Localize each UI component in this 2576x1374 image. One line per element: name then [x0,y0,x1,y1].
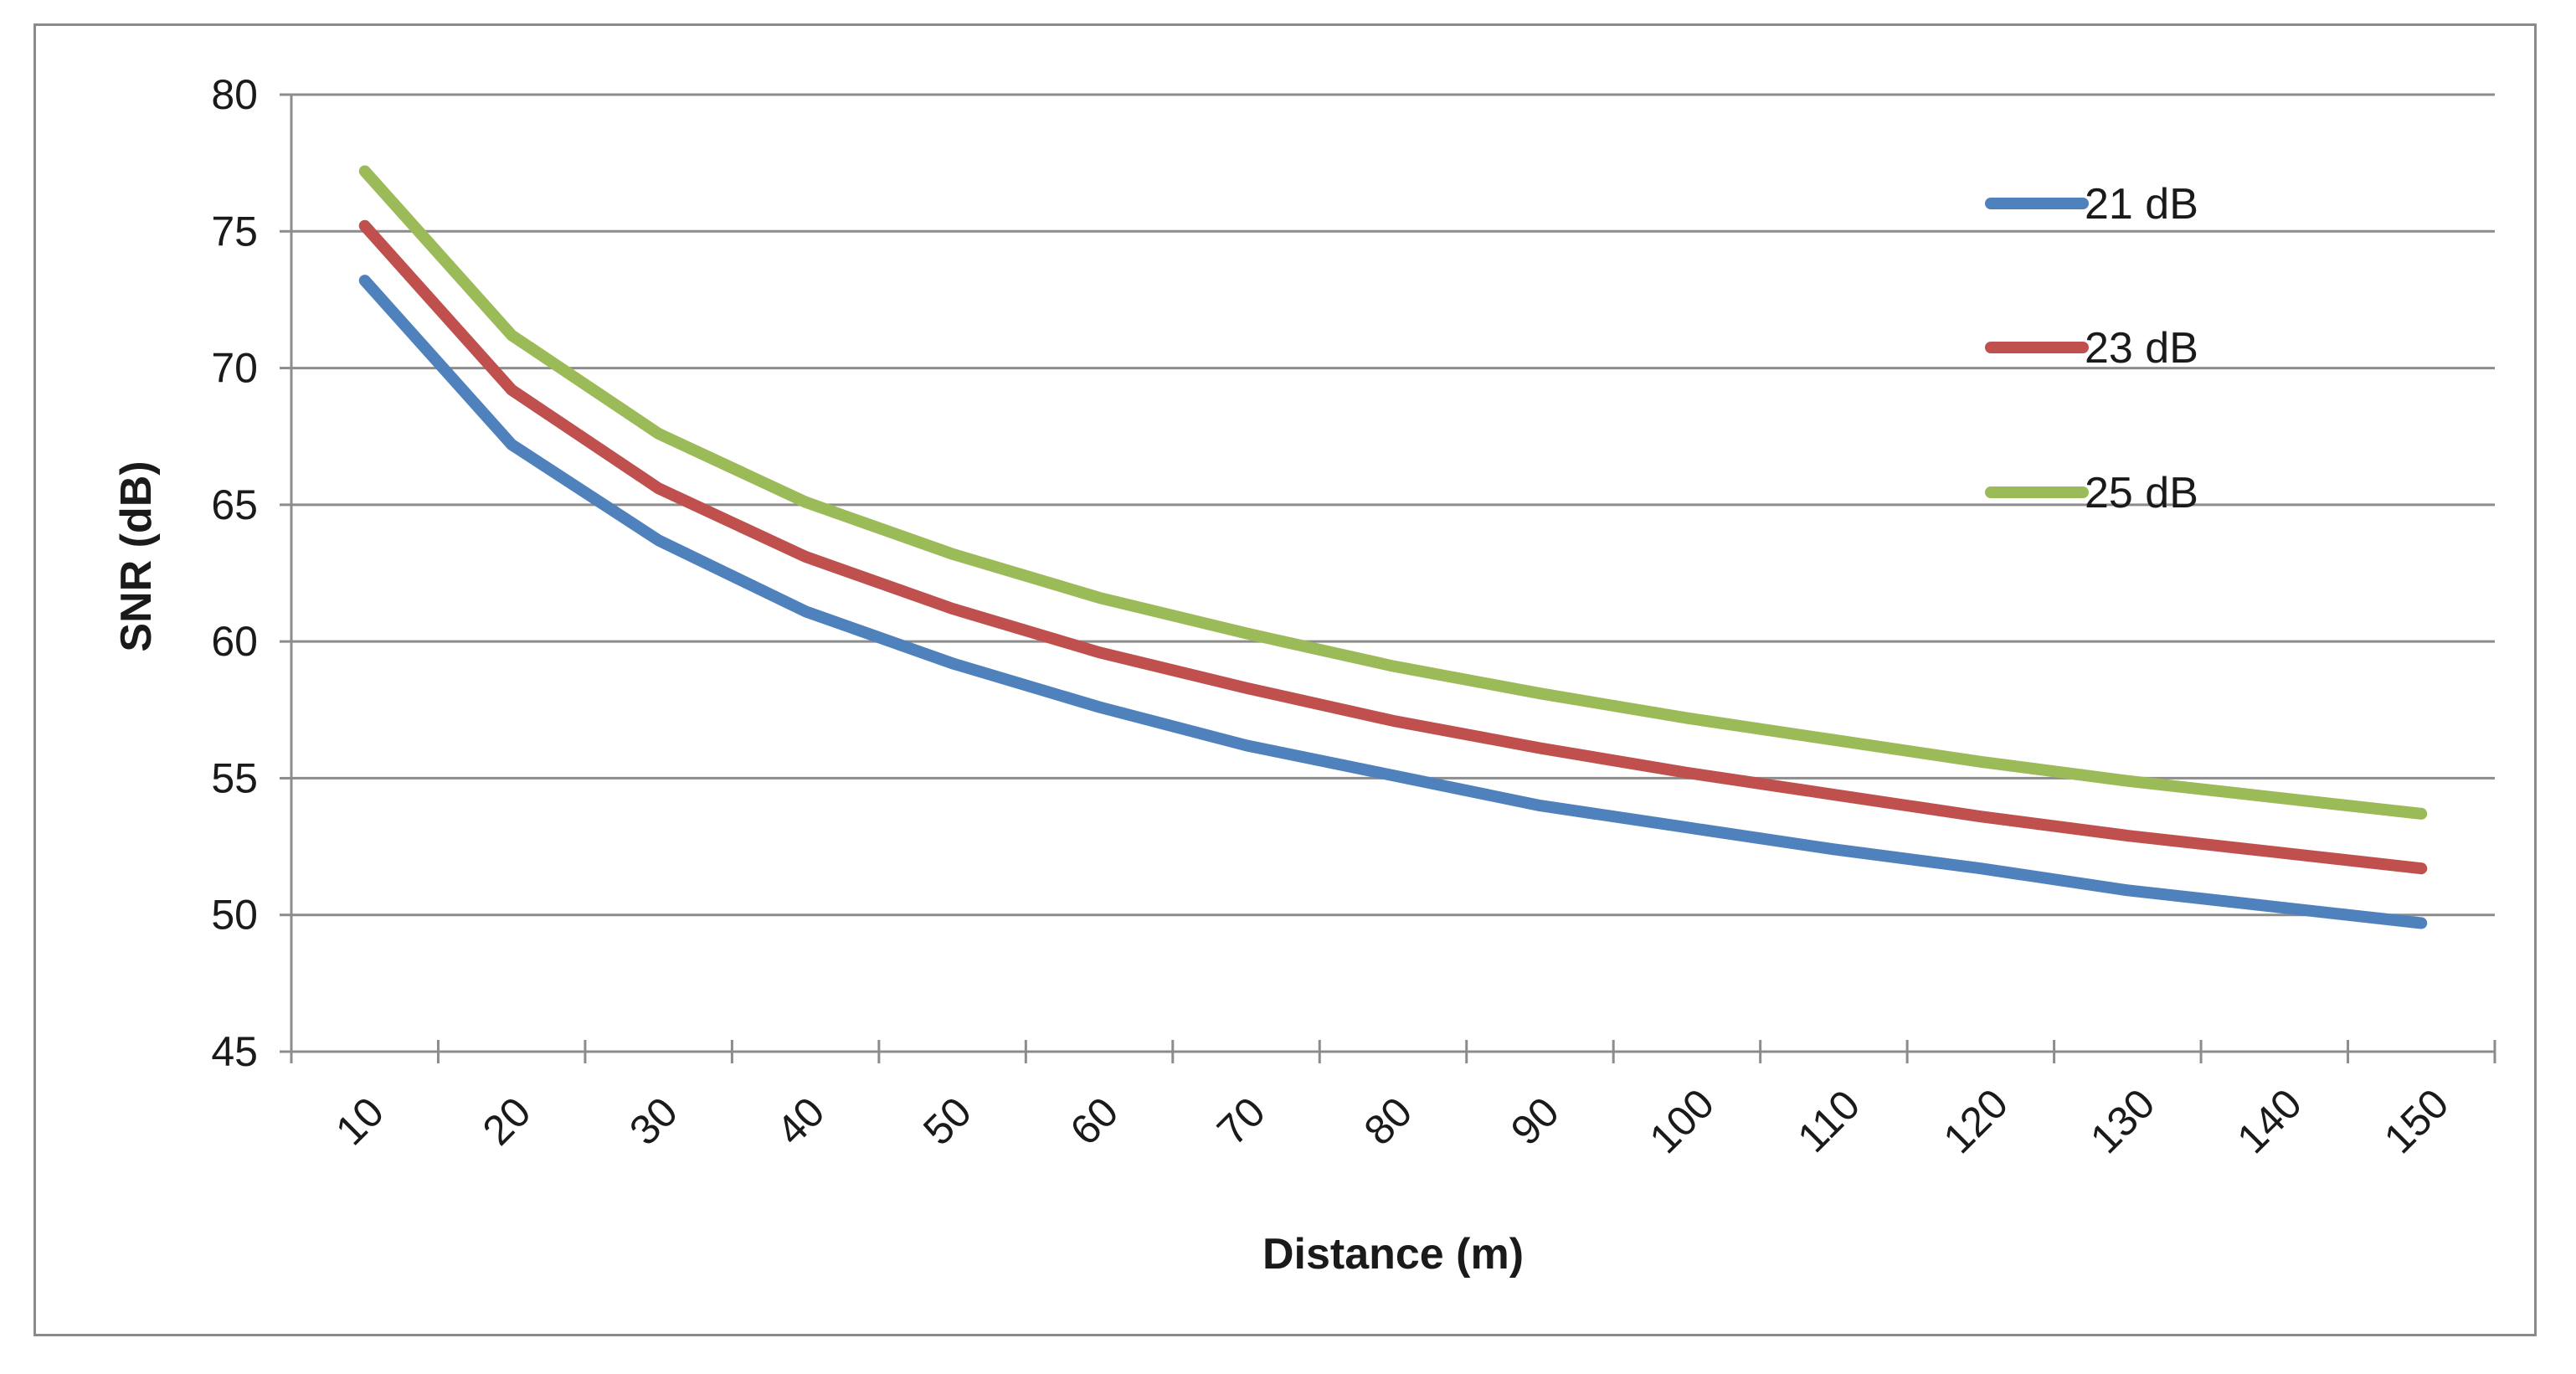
x-tick-label: 120 [1935,1080,2018,1163]
x-tick-label: 130 [2081,1080,2164,1163]
x-tick-label: 10 [326,1088,393,1155]
x-tick-label: 110 [1788,1081,1869,1161]
y-tick-label: 60 [211,618,258,665]
y-tick-label: 55 [211,754,258,801]
y-tick-label: 75 [211,208,258,255]
legend-label: 25 dB [2085,469,2198,517]
x-tick-label: 80 [1355,1088,1422,1155]
x-tick-label: 30 [620,1088,686,1155]
x-tick-label: 40 [768,1088,834,1155]
x-tick-label: 90 [1502,1088,1568,1155]
x-tick-label: 60 [1062,1088,1128,1155]
y-tick-label: 50 [211,892,258,939]
chart-frame [33,23,2537,1336]
x-axis-title: Distance (m) [1262,1230,1524,1279]
legend-label: 21 dB [2085,180,2198,229]
series-line-21-db [358,275,2428,929]
x-tick-label: 140 [2228,1080,2311,1163]
legend-label: 23 dB [2085,324,2198,373]
y-axis-title: SNR (dB) [112,461,161,651]
x-tick-label: 100 [1641,1080,1724,1163]
axis-labels: 45 50 55 60 65 70 75 80 10 20 30 40 50 60 70 80 90 100 110… [112,71,2458,1279]
x-tick-label: 70 [1208,1088,1274,1155]
y-tick-label: 70 [211,345,258,392]
x-tick-label: 150 [2375,1080,2458,1163]
series-line-25-db [358,165,2428,820]
y-tick-label: 80 [211,71,258,118]
y-tick-label: 45 [211,1028,258,1075]
x-tick-label: 20 [474,1088,540,1155]
legend: 21 dB 23 dB 25 dB [1985,180,2198,517]
series-line-23-db [358,219,2428,875]
axes [280,93,2496,1063]
y-tick-label: 65 [211,481,258,528]
data-series [358,165,2428,929]
x-tick-label: 50 [914,1088,980,1155]
